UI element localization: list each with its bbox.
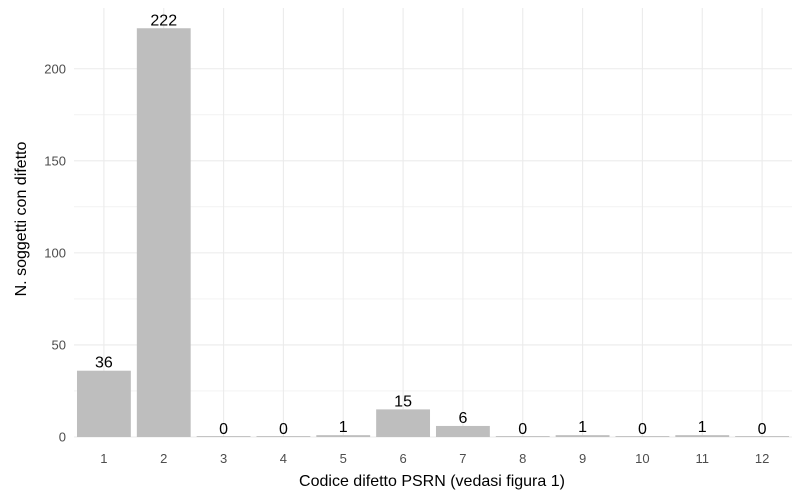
bar bbox=[76, 370, 131, 437]
bar bbox=[555, 435, 610, 437]
x-axis-ticks: 1 2 3 4 5 6 7 8 9 10 11 12 bbox=[100, 451, 769, 466]
data-label: 1 bbox=[698, 419, 707, 436]
bar bbox=[495, 436, 550, 437]
bar bbox=[615, 436, 670, 437]
x-tick-label: 4 bbox=[280, 451, 287, 466]
bar bbox=[316, 435, 371, 437]
x-tick-label: 3 bbox=[220, 451, 227, 466]
data-label: 222 bbox=[150, 12, 177, 29]
x-tick-label: 9 bbox=[579, 451, 586, 466]
bar bbox=[735, 436, 790, 437]
x-tick-label: 8 bbox=[519, 451, 526, 466]
bar bbox=[256, 436, 311, 437]
bar bbox=[675, 435, 730, 437]
x-tick-label: 5 bbox=[340, 451, 347, 466]
y-tick-label: 200 bbox=[44, 61, 66, 76]
data-label: 1 bbox=[578, 419, 587, 436]
bar bbox=[196, 436, 251, 437]
data-label: 1 bbox=[339, 419, 348, 436]
x-tick-label: 2 bbox=[160, 451, 167, 466]
data-label: 36 bbox=[95, 355, 113, 372]
data-label: 0 bbox=[279, 421, 288, 438]
bars bbox=[76, 28, 790, 437]
data-label: 0 bbox=[638, 421, 647, 438]
y-tick-label: 150 bbox=[44, 153, 66, 168]
y-tick-label: 0 bbox=[59, 430, 66, 445]
x-tick-label: 12 bbox=[755, 451, 769, 466]
x-tick-label: 6 bbox=[399, 451, 406, 466]
x-axis-title: Codice difetto PSRN (vedasi figura 1) bbox=[299, 473, 565, 490]
bar bbox=[376, 409, 431, 437]
bar bbox=[435, 425, 490, 437]
y-axis-ticks: 0 50 100 150 200 bbox=[44, 61, 66, 444]
data-label: 0 bbox=[219, 421, 228, 438]
x-tick-label: 1 bbox=[100, 451, 107, 466]
y-axis-title: N. soggetti con difetto bbox=[13, 142, 30, 297]
data-label: 0 bbox=[518, 421, 527, 438]
x-tick-label: 10 bbox=[635, 451, 649, 466]
data-label: 0 bbox=[758, 421, 767, 438]
x-tick-label: 7 bbox=[459, 451, 466, 466]
data-label: 15 bbox=[394, 393, 412, 410]
x-tick-label: 11 bbox=[696, 451, 710, 466]
y-tick-label: 100 bbox=[44, 245, 66, 260]
y-tick-label: 50 bbox=[52, 337, 66, 352]
data-label: 6 bbox=[458, 410, 467, 427]
bar bbox=[136, 28, 191, 437]
data-labels: 36 222 0 0 1 15 6 0 1 0 1 0 bbox=[95, 12, 767, 438]
